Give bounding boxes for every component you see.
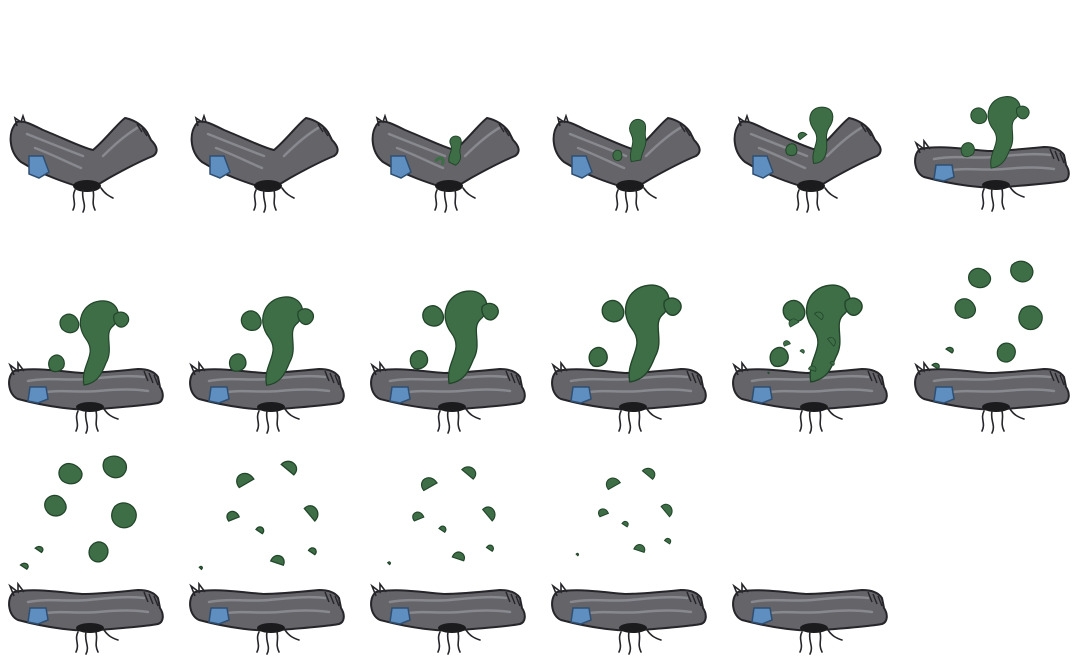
sprite-frame-13 xyxy=(7,455,165,656)
sprite-frame-06 xyxy=(913,96,1071,213)
sprite-frame-01 xyxy=(9,114,158,214)
stench-cloud xyxy=(588,284,682,383)
sprite-frame-08 xyxy=(188,296,346,435)
stench-cloud xyxy=(769,284,863,383)
stench-puffs xyxy=(931,260,1043,370)
stench-puffs xyxy=(198,460,319,571)
sprite-frame-16 xyxy=(550,467,708,656)
sprite-frame-02 xyxy=(190,114,339,214)
sprite-frame-07 xyxy=(7,300,165,435)
sprite-frame-04 xyxy=(552,114,701,214)
sprite-frame-14 xyxy=(188,460,346,656)
sprite-frame-05 xyxy=(733,106,882,214)
stench-puffs xyxy=(575,467,673,557)
sprite-frame-10 xyxy=(550,284,708,435)
sprite-frame-12 xyxy=(913,260,1071,435)
sprite-frame-15 xyxy=(369,466,527,656)
sprite-frame-03 xyxy=(371,114,520,214)
sprite-frame-11 xyxy=(731,284,889,435)
sprite-frame-17 xyxy=(731,582,889,656)
sprite-frame-09 xyxy=(369,290,527,435)
stench-puffs xyxy=(387,466,496,566)
stench-puffs xyxy=(19,455,137,570)
